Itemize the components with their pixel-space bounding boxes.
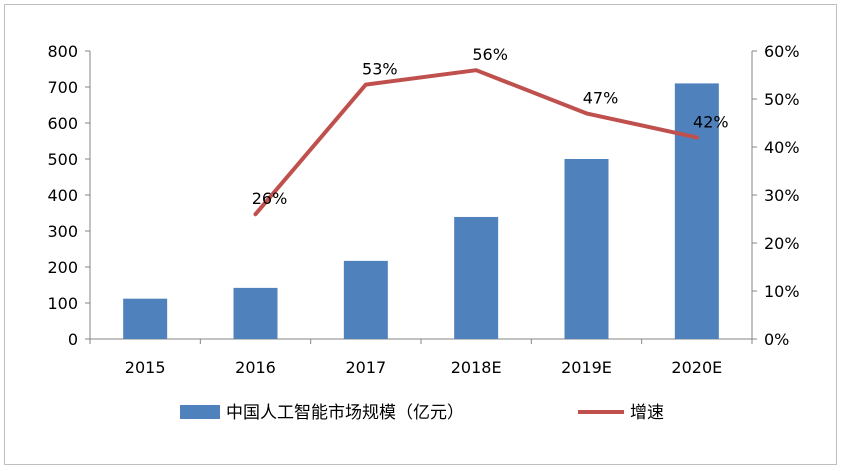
x-tick-label: 2019E <box>561 358 612 377</box>
bar-2020E <box>674 83 719 340</box>
y-left-tick-label: 600 <box>47 114 78 133</box>
y-left-tick-label: 400 <box>47 186 78 205</box>
data-labels-group: 26% 53% 56% 47% 42% <box>252 45 729 208</box>
y-right-tick-label: 30% <box>764 186 800 205</box>
bars-group <box>123 83 719 340</box>
bar-2019E <box>564 159 609 339</box>
growth-label-2017: 53% <box>362 60 398 79</box>
y-right-tick-label: 20% <box>764 234 800 253</box>
y-left-tick-label: 700 <box>47 78 78 97</box>
y-right-tick-label: 10% <box>764 282 800 301</box>
y-left-tick-label: 500 <box>47 150 78 169</box>
x-tick-label: 2020E <box>671 358 722 377</box>
x-tick-label: 2016 <box>235 358 276 377</box>
y-left-tick-label: 0 <box>68 330 78 349</box>
x-tick-label: 2015 <box>125 358 166 377</box>
line-group <box>253 68 699 217</box>
y-right-tick-label: 60% <box>764 42 800 61</box>
legend-swatch-bar <box>180 405 220 419</box>
growth-rate-line <box>253 68 699 217</box>
growth-label-2019E: 47% <box>583 88 619 107</box>
legend-label-bar: 中国人工智能市场规模（亿元） <box>226 403 464 423</box>
y-right-tick-label: 40% <box>764 138 800 157</box>
growth-label-2016: 26% <box>252 189 288 208</box>
y-left-tick-label: 800 <box>47 42 78 61</box>
legend: 中国人工智能市场规模（亿元） 增速 <box>180 403 664 423</box>
legend-label-line: 增速 <box>630 403 664 423</box>
x-tick-label: 2017 <box>345 358 386 377</box>
y-left-tick-label: 200 <box>47 258 78 277</box>
growth-label-2018E: 56% <box>472 45 508 64</box>
x-tick-label: 2018E <box>451 358 502 377</box>
axes-group: 0 100 200 300 400 500 600 700 800 0% 10% 20% 30% 40% 5… <box>47 42 799 377</box>
bar-2015 <box>123 298 168 339</box>
bar-2018E <box>454 216 499 339</box>
y-left-tick-label: 300 <box>47 222 78 241</box>
y-right-tick-label: 0% <box>764 330 789 349</box>
bar-2016 <box>233 287 278 339</box>
bar-2017 <box>343 260 388 339</box>
y-right-tick-label: 50% <box>764 90 800 109</box>
growth-label-2020E: 42% <box>693 112 729 131</box>
y-left-tick-label: 100 <box>47 294 78 313</box>
